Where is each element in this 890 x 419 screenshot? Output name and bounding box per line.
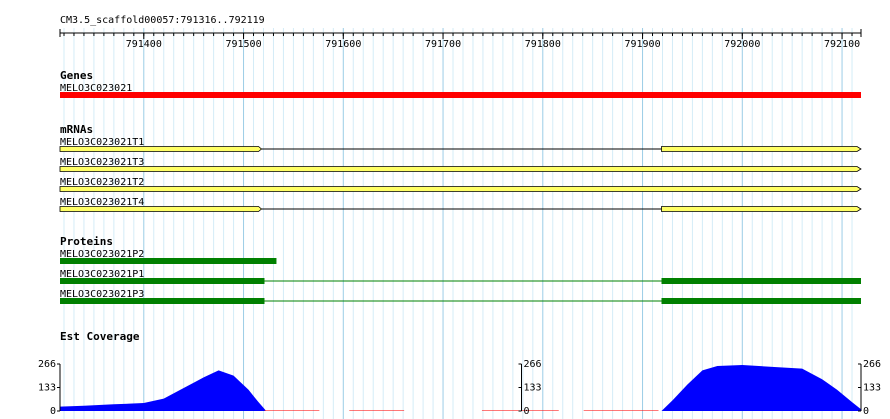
ruler-tick-label: 792100 [824,39,860,50]
coverage-tick-label: 133 [863,383,881,394]
protein-bar [60,258,277,264]
mrna-exon [59,166,862,172]
protein-bar [661,278,861,284]
track-title: mRNAs [60,123,93,136]
track-title: Est Coverage [60,330,140,343]
ruler-tick-label: 791800 [525,39,561,50]
coverage-tick-label: 133 [524,383,542,394]
feature-label: MELO3C023021T4 [60,197,144,208]
coverage-tick-label: 266 [863,359,881,370]
coverage-area [60,370,266,411]
low-coverage [349,410,405,411]
ruler-tick-label: 791500 [225,39,261,50]
ruler-title: CM3.5_scaffold00057:791316..792119 [60,15,265,26]
coverage-tick-label: 0 [50,406,56,417]
mrna-exon [59,186,862,192]
track-title: Genes [60,69,93,82]
low-coverage [264,410,320,411]
ruler-tick-label: 791600 [325,39,361,50]
coverage-area [661,365,861,411]
coverage-tick-label: 0 [863,406,869,417]
feature-label: MELO3C023021T3 [60,157,144,168]
feature-label: MELO3C023021 [60,83,132,94]
feature-label: MELO3C023021P3 [60,289,144,300]
protein-bar [60,278,265,284]
mrna-exon [59,146,263,152]
ruler-tick-label: 792000 [724,39,760,50]
coverage-tick-label: 266 [38,359,56,370]
coverage-tick-label: 266 [524,359,542,370]
feature-label: MELO3C023021T1 [60,137,144,148]
feature-label: MELO3C023021P1 [60,269,144,280]
mrna-exon [59,206,263,212]
ruler-tick-label: 791700 [425,39,461,50]
coverage-tick-label: 0 [524,406,530,417]
mrna-exon [661,206,862,212]
protein-bar [661,298,861,304]
gene-bar [60,92,861,98]
ruler-tick-label: 791900 [624,39,660,50]
feature-label: MELO3C023021P2 [60,249,144,260]
track-title: Proteins [60,235,113,248]
feature-label: MELO3C023021T2 [60,177,144,188]
coverage-tick-label: 133 [38,383,56,394]
ruler-tick-label: 791400 [126,39,162,50]
low-coverage [583,410,659,411]
protein-bar [60,298,265,304]
mrna-exon [661,146,862,152]
